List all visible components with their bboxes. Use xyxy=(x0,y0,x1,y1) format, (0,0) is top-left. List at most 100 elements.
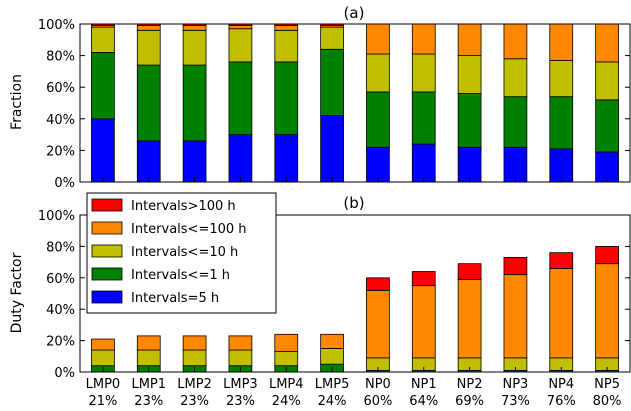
bar-segment-lmp5-s2 xyxy=(320,348,344,365)
bar-segment-np3-s3 xyxy=(503,274,528,359)
legend-swatch xyxy=(91,244,123,258)
bar-segment-np1-s2 xyxy=(411,53,436,93)
bar-segment-lmp2-s3 xyxy=(182,335,207,351)
y-tick-label: 40% xyxy=(46,113,75,128)
bar-segment-lmp1-s2 xyxy=(136,349,161,367)
x-tick-sublabel: 21% xyxy=(88,394,117,409)
bar-segment-np2-s2 xyxy=(457,55,482,94)
y-tick-label: 80% xyxy=(46,50,75,65)
y-tick-label: 60% xyxy=(46,272,75,287)
bar-segment-lmp3-s2 xyxy=(228,349,253,367)
panel-a-frame xyxy=(79,23,631,183)
bar-segment-lmp5-s0 xyxy=(320,115,344,183)
y-tick-label: 40% xyxy=(46,303,75,318)
bar-segment-np5-s1 xyxy=(595,99,619,153)
bar-segment-np1-s1 xyxy=(411,91,436,145)
bar-segment-np0-s0 xyxy=(366,146,390,183)
y-tick-label: 20% xyxy=(46,335,75,350)
y-tick-label: 0% xyxy=(54,366,75,381)
bar-segment-np4-s3 xyxy=(549,23,574,61)
x-tick-label: NP1 xyxy=(411,377,437,392)
bar-segment-lmp0-s2 xyxy=(91,26,115,53)
bar-segment-lmp3-s0 xyxy=(228,134,253,183)
x-tick-sublabel: 76% xyxy=(547,394,576,409)
bar-segment-lmp4-s3 xyxy=(274,25,299,31)
x-tick-label: NP0 xyxy=(365,377,391,392)
x-tick-label: LMP0 xyxy=(86,377,121,392)
y-tick-label: 100% xyxy=(38,209,75,224)
legend-swatch xyxy=(91,290,123,304)
panel-b-ylabel: Duty Factor xyxy=(9,252,25,333)
bar-segment-np5-s3 xyxy=(595,23,619,63)
bar-segment-lmp2-s2 xyxy=(182,349,207,367)
x-tick-sublabel: 24% xyxy=(318,394,347,409)
x-tick-label: NP5 xyxy=(594,377,620,392)
bar-segment-np3-s4 xyxy=(503,256,528,276)
bar-segment-lmp4-s3 xyxy=(274,333,299,352)
x-tick-label: LMP2 xyxy=(177,377,212,392)
panel-a-y-ticks: 0% 20% 40% 60% 80% 100% xyxy=(38,18,630,191)
bar-segment-lmp3-s3 xyxy=(228,335,253,351)
y-tick-label: 100% xyxy=(38,18,75,33)
bar-segment-lmp4-s0 xyxy=(274,134,299,183)
panel-a-ylabel: Fraction xyxy=(9,74,25,130)
bar-segment-np5-s3 xyxy=(595,263,619,359)
bar-segment-lmp3-s1 xyxy=(228,61,253,135)
bar-segment-lmp5-s3 xyxy=(320,333,344,349)
legend-label: Intervals<=1 h xyxy=(131,268,230,283)
x-tick-label: NP4 xyxy=(548,377,574,392)
bar-segment-np0-s4 xyxy=(366,277,390,291)
y-tick-label: 0% xyxy=(54,176,75,191)
bar-segment-np2-s4 xyxy=(457,263,482,280)
bar-segment-np0-s3 xyxy=(366,289,390,359)
x-tick-sublabel: 69% xyxy=(455,394,484,409)
legend-swatch xyxy=(91,198,123,212)
x-tick-label: LMP3 xyxy=(223,377,258,392)
bar-segment-np3-s3 xyxy=(503,23,528,60)
x-tick-sublabel: 73% xyxy=(501,394,530,409)
x-tick-label: LMP4 xyxy=(269,377,304,392)
bar-segment-lmp1-s3 xyxy=(136,25,161,31)
x-tick-sublabel: 64% xyxy=(409,394,438,409)
x-tick-sublabel: 23% xyxy=(180,394,209,409)
legend-label: Intervals<=100 h xyxy=(131,222,247,237)
legend-label: Intervals<=10 h xyxy=(131,245,238,260)
legend-swatch xyxy=(91,221,123,235)
bar-segment-lmp1-s0 xyxy=(136,140,161,183)
y-tick-label: 80% xyxy=(46,240,75,255)
panel-a-bars xyxy=(91,23,619,183)
bar-segment-lmp5-s1 xyxy=(320,48,344,117)
panel-b-title: (b) xyxy=(343,194,364,212)
bar-segment-lmp0-s0 xyxy=(91,118,115,183)
bar-segment-np4-s1 xyxy=(549,96,574,150)
bar-segment-lmp4-s2 xyxy=(274,351,299,367)
bar-segment-lmp1-s1 xyxy=(136,64,161,142)
bar-segment-np0-s2 xyxy=(366,53,390,93)
bar-segment-np5-s4 xyxy=(595,245,619,265)
bar-segment-np3-s2 xyxy=(503,58,528,98)
x-tick-sublabel: 23% xyxy=(134,394,163,409)
bar-segment-lmp0-s3 xyxy=(91,338,115,351)
y-tick-label: 60% xyxy=(46,81,75,96)
bar-segment-lmp1-s2 xyxy=(136,29,161,66)
bar-segment-np1-s4 xyxy=(411,271,436,287)
bar-segment-lmp3-s3 xyxy=(228,25,253,30)
bar-segment-np4-s4 xyxy=(549,252,574,269)
bar-segment-lmp4-s2 xyxy=(274,29,299,63)
bar-segment-lmp4-s1 xyxy=(274,61,299,135)
x-tick-label: LMP1 xyxy=(131,377,166,392)
x-tick-label: LMP5 xyxy=(315,377,350,392)
bar-segment-lmp2-s1 xyxy=(182,64,207,142)
legend-label: Intervals>100 h xyxy=(131,199,236,214)
panel-b-x-ticks: LMP0 21% LMP1 23% LMP2 23% LMP3 23% LMP4 24% LMP5 2… xyxy=(86,367,622,409)
x-tick-sublabel: 24% xyxy=(272,394,301,409)
legend-swatch xyxy=(91,267,123,281)
bar-segment-np1-s0 xyxy=(411,143,436,183)
bar-segment-np3-s1 xyxy=(503,96,528,148)
bar-segment-np0-s1 xyxy=(366,91,390,148)
x-tick-label: NP3 xyxy=(502,377,528,392)
bar-segment-np2-s1 xyxy=(457,93,482,148)
bar-segment-lmp3-s2 xyxy=(228,28,253,63)
panel-b-y-ticks: 0% 20% 40% 60% 80% 100% xyxy=(38,209,630,381)
